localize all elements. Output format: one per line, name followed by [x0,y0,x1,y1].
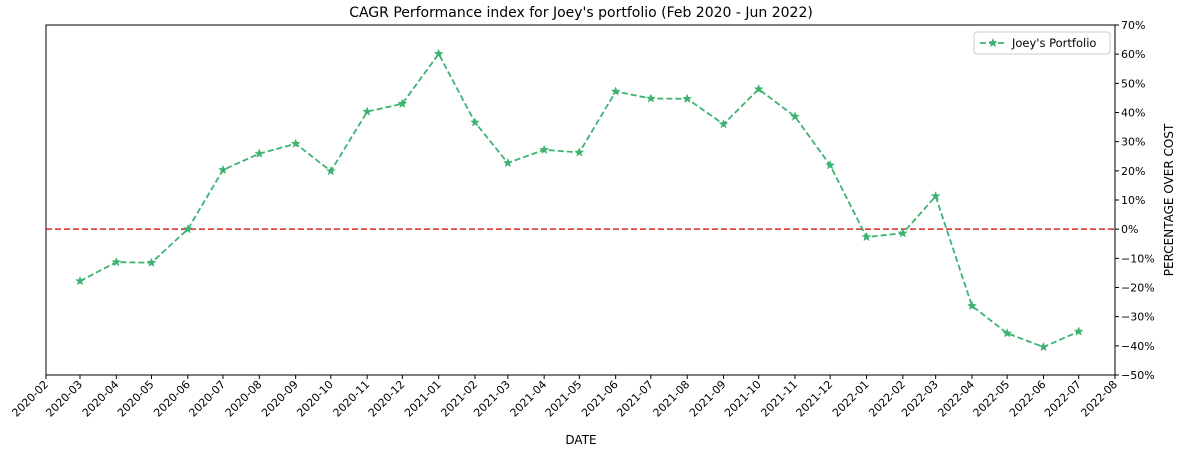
x-tick-label: 2022-07 [1042,378,1084,420]
data-point [1073,326,1084,336]
data-point [1038,341,1049,352]
x-tick-label: 2021-10 [722,378,764,420]
x-tick-label: 2020-10 [294,378,336,420]
data-point [967,300,977,311]
legend-label: Joey's Portfolio [1011,36,1096,50]
x-tick-label: 2020-05 [115,378,157,420]
x-tick-label: 2022-03 [899,378,941,420]
data-point [790,111,800,121]
x-tick-label: 2021-09 [687,378,729,420]
data-point [75,275,85,286]
x-tick-label: 2020-06 [151,378,193,420]
y-tick-label: −10% [1121,252,1155,265]
x-tick-label: 2020-04 [80,378,122,420]
x-tick-label: 2021-11 [758,378,800,420]
y-tick-label: −50% [1121,369,1155,382]
x-tick-label: 2021-03 [471,378,513,420]
data-point [502,157,513,168]
data-point [930,190,941,201]
x-tick-label: 2020-12 [366,378,408,420]
legend-box [973,31,1111,55]
x-axis-label: DATE [565,433,596,447]
y-tick-label: −40% [1121,340,1155,353]
x-tick-label: 2021-07 [614,378,656,420]
x-tick-label: 2020-03 [43,378,85,420]
data-point [218,164,228,175]
y-tick-label: 60% [1121,48,1145,61]
data-point [1002,328,1013,338]
data-point [539,144,550,155]
x-tick-label: 2022-05 [971,378,1013,420]
x-tick-label: 2022-08 [1078,378,1120,420]
data-point [682,93,693,104]
data-point [825,160,836,170]
data-point [433,48,444,59]
data-point [861,231,872,242]
y-tick-label: 40% [1121,107,1145,120]
plot-area [45,24,1116,376]
series-line [79,52,1080,348]
data-point [182,223,193,234]
x-tick-label: 2021-05 [543,378,585,420]
x-tick-label: 2020-02 [9,378,51,420]
data-point [146,257,157,267]
x-tick-label: 2020-09 [259,378,301,420]
x-tick-label: 2020-07 [186,378,228,420]
data-point [362,106,373,116]
x-tick-label: 2021-08 [651,378,693,420]
y-axis-label: PERCENTAGE OVER COST [1162,123,1176,276]
x-tick-label: 2022-01 [830,378,872,420]
x-tick-label: 2021-06 [579,378,621,420]
x-tick-label: 2020-08 [223,378,265,420]
data-point [610,86,621,96]
x-tick-label: 2022-04 [935,378,977,420]
data-point [574,147,585,157]
x-axis: 2020-022020-032020-042020-052020-062020-… [9,375,1120,420]
legend-marker-swatch [988,37,998,48]
legend: Joey's Portfolio [973,31,1111,55]
data-point [290,138,301,148]
y-tick-label: 70% [1121,19,1145,32]
y-tick-label: 20% [1121,165,1145,178]
y-tick-label: 10% [1121,194,1145,207]
data-point [111,256,122,267]
x-tick-label: 2021-12 [794,378,836,420]
x-tick-label: 2022-06 [1007,378,1049,420]
y-tick-label: −30% [1121,311,1155,324]
data-point [254,148,265,158]
data-point [645,93,656,103]
data-point [397,98,408,108]
x-tick-label: 2020-11 [331,378,373,420]
y-tick-label: −20% [1121,282,1155,295]
data-point [718,118,729,129]
y-tick-label: 30% [1121,136,1145,149]
chart-title: CAGR Performance index for Joey's portfo… [349,5,813,21]
data-point [470,117,480,127]
data-point [897,228,908,238]
x-tick-label: 2021-01 [402,378,444,420]
plot-frame [45,24,1116,376]
data-point [753,83,764,94]
y-axis: −50% −40% −30% −20% −10% 0% 10% 20% 30% 40% 50% 60%… [1115,19,1155,382]
y-tick-label: 50% [1121,77,1145,90]
data-point [325,165,336,176]
x-tick-label: 2021-04 [508,378,550,420]
y-tick-label: 0% [1121,223,1138,236]
